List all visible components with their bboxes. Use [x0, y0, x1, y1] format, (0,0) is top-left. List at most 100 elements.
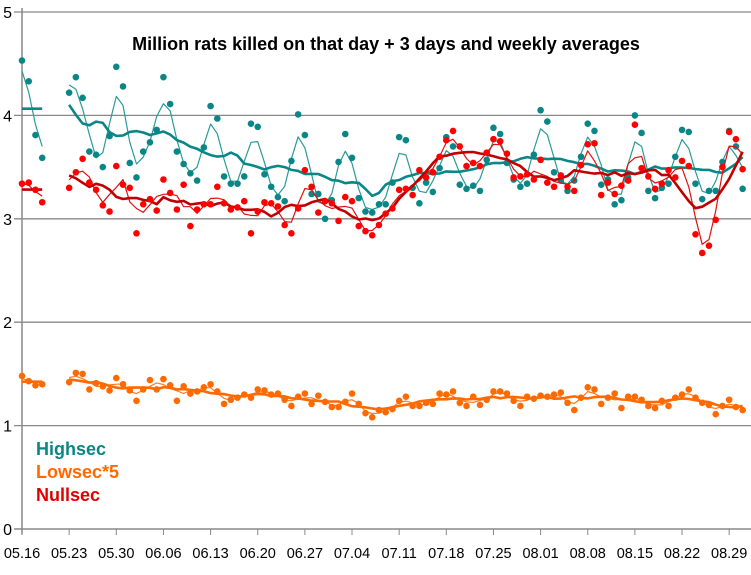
data-point [200, 384, 208, 391]
data-point [348, 197, 356, 205]
data-point [557, 172, 565, 179]
data-point [429, 188, 437, 196]
data-point [409, 191, 416, 199]
data-point [584, 384, 592, 391]
data-point [348, 154, 356, 162]
data-point [234, 204, 241, 211]
data-point [618, 196, 625, 204]
data-point [220, 400, 228, 408]
data-point [530, 176, 538, 183]
data-point [732, 403, 740, 411]
data-point [624, 177, 632, 184]
data-point [631, 112, 639, 119]
data-point [537, 392, 544, 399]
data-point [510, 174, 517, 181]
x-tick-label: 05.30 [98, 546, 134, 562]
data-point [173, 206, 181, 213]
data-point [395, 133, 403, 141]
data-point [92, 186, 100, 194]
data-point [341, 193, 349, 201]
data-point [355, 194, 363, 202]
data-point [712, 187, 720, 195]
data-point [463, 162, 470, 170]
data-point [584, 141, 592, 148]
data-point [301, 166, 309, 174]
data-point [449, 143, 457, 150]
data-point [261, 387, 268, 394]
data-point [173, 397, 181, 405]
data-point [496, 137, 504, 145]
data-point [254, 123, 262, 131]
data-point [496, 388, 504, 395]
data-point [321, 215, 329, 223]
data-point [658, 180, 666, 187]
y-tick-label: 3 [3, 212, 12, 229]
data-point [32, 186, 39, 194]
data-point [382, 408, 389, 416]
x-tick-label: 08.08 [570, 546, 606, 562]
data-point [719, 158, 726, 166]
x-tick-label: 07.25 [475, 546, 511, 562]
data-point [678, 391, 686, 398]
data-point [611, 390, 618, 397]
data-point [591, 140, 598, 147]
data-point [698, 249, 706, 257]
data-point [321, 398, 329, 406]
data-point [79, 94, 86, 102]
data-point [18, 57, 26, 64]
data-point [503, 390, 511, 397]
data-point [665, 180, 672, 187]
data-point [328, 403, 336, 411]
data-point [557, 389, 565, 396]
data-point [214, 183, 221, 191]
data-point [611, 190, 618, 198]
data-point [72, 369, 80, 377]
data-point [456, 143, 464, 150]
data-point [294, 393, 302, 400]
data-point [38, 198, 46, 206]
x-axis-ticks: 05.16 05.23 05.30 06.06 06.13 06.20 06.27 07.04… [4, 529, 747, 562]
data-point [193, 177, 201, 184]
data-point [368, 209, 376, 216]
data-point [301, 131, 309, 139]
data-point [126, 184, 134, 192]
data-point [651, 194, 659, 202]
data-point [631, 393, 639, 400]
series-lowsec [18, 369, 746, 421]
data-point [604, 179, 612, 186]
data-point [476, 162, 484, 170]
data-point [422, 399, 430, 407]
data-point [348, 390, 356, 397]
data-point [443, 391, 450, 398]
data-point [200, 144, 208, 151]
data-point [267, 391, 275, 398]
data-point [712, 216, 720, 224]
data-point [544, 179, 551, 186]
data-point [577, 153, 585, 161]
data-point [234, 180, 241, 187]
data-point [207, 201, 214, 208]
data-point [382, 201, 389, 208]
data-point [261, 171, 268, 178]
data-point [436, 390, 443, 397]
data-point [133, 229, 140, 237]
data-point [214, 388, 221, 395]
data-point [537, 156, 544, 164]
data-point [160, 176, 167, 183]
data-point [692, 394, 699, 401]
data-point [274, 193, 282, 201]
data-point [18, 180, 26, 187]
data-point [517, 173, 524, 180]
data-point [584, 120, 592, 127]
legend-highsec: Highsec [36, 439, 106, 459]
data-point [611, 201, 618, 208]
data-point [315, 392, 322, 399]
data-point [719, 163, 726, 171]
data-point [207, 102, 214, 110]
data-point [678, 126, 686, 134]
data-point [463, 185, 470, 193]
data-point [597, 191, 605, 199]
data-point [153, 386, 160, 393]
data-point [126, 387, 134, 394]
